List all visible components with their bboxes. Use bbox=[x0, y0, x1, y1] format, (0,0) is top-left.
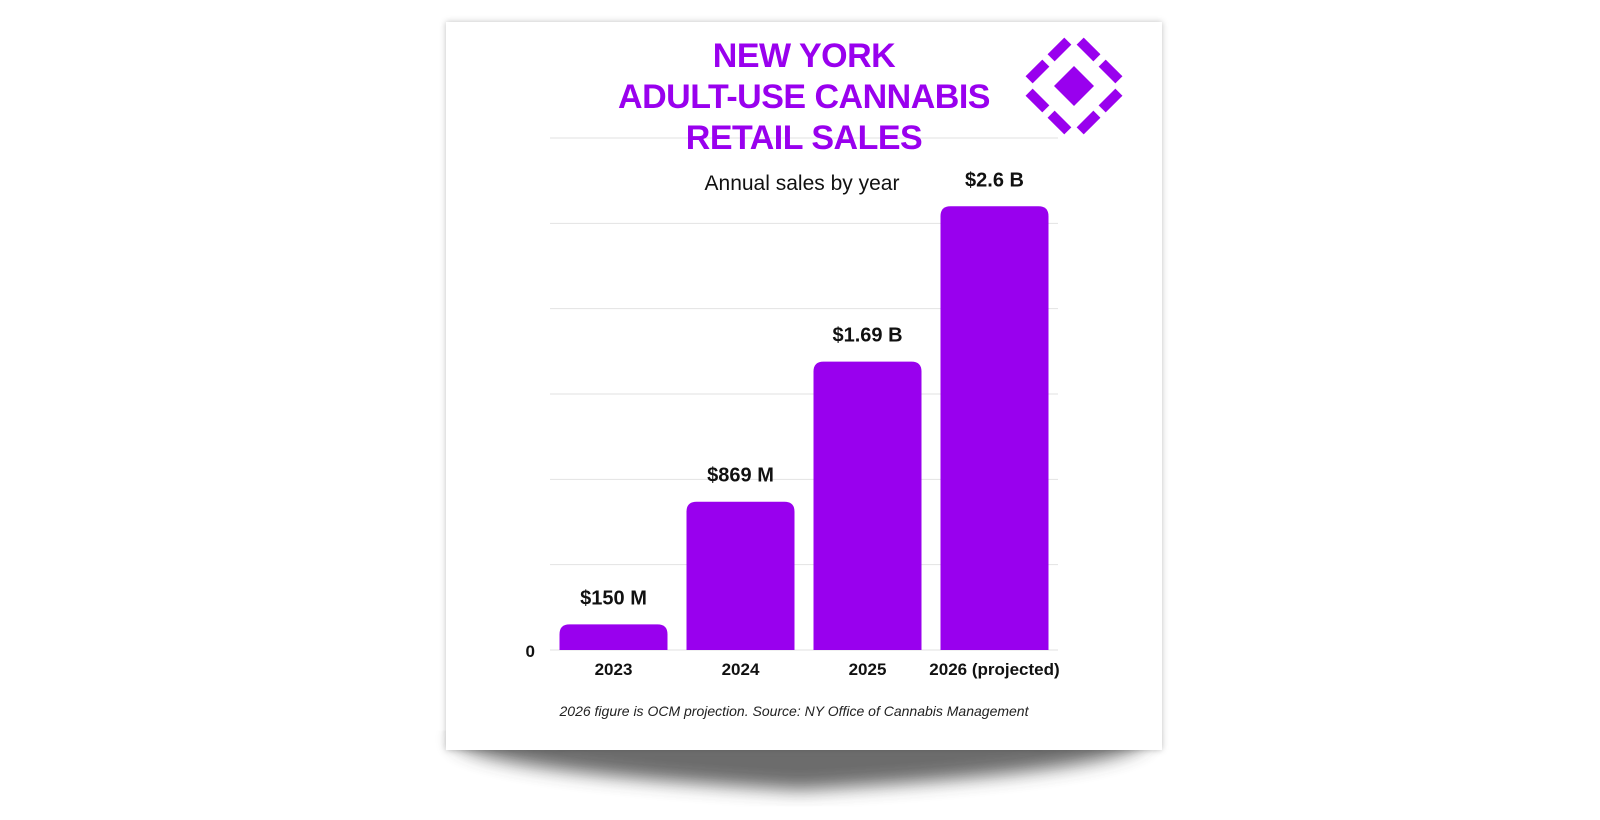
category-label-2026: 2026 (projected) bbox=[929, 660, 1059, 679]
category-label-2024: 2024 bbox=[722, 660, 760, 679]
logo-ring-segment bbox=[1025, 88, 1050, 113]
bar-2023 bbox=[559, 624, 668, 650]
bar-2025 bbox=[813, 361, 922, 650]
data-label-2024: $869 M bbox=[707, 465, 774, 487]
bar-2026 bbox=[940, 206, 1049, 650]
chart-title-line-2: ADULT-USE CANNABIS bbox=[618, 78, 990, 116]
chart-title-line-1: NEW YORK bbox=[712, 37, 896, 75]
data-label-2026: $2.6 B bbox=[965, 169, 1024, 191]
logo-ring-segment bbox=[1076, 37, 1101, 62]
chart-card: $150 M $869 M $1.69 B $2.6 B 2023 2024 2025 20… bbox=[446, 22, 1162, 750]
logo-center-diamond bbox=[1054, 66, 1094, 106]
chart-footnote: 2026 figure is OCM projection. Source: N… bbox=[559, 703, 1030, 719]
logo-ring-segment bbox=[1098, 59, 1123, 84]
logo-ring-segment bbox=[1025, 59, 1050, 84]
data-labels: $150 M $869 M $1.69 B $2.6 B bbox=[580, 169, 1024, 609]
bar-chart: $150 M$869 M$1.69 B$2.6 B 2023 2024 2025 20… bbox=[526, 37, 1123, 719]
bars bbox=[559, 206, 1049, 650]
data-label-2023: $150 M bbox=[580, 587, 647, 609]
logo-ring-segment bbox=[1098, 88, 1123, 113]
y-tick-label-zero: 0 bbox=[526, 642, 535, 661]
chart-subtitle: Annual sales by year bbox=[705, 172, 900, 195]
category-label-2025: 2025 bbox=[849, 660, 887, 679]
bar-2024 bbox=[686, 501, 795, 650]
category-label-2023: 2023 bbox=[595, 660, 633, 679]
data-label-2025: $1.69 B bbox=[832, 325, 902, 347]
category-labels: 2023 2024 2025 2026 (projected) bbox=[595, 660, 1060, 679]
diamond-grid-logo-icon bbox=[1025, 37, 1123, 135]
logo-ring-segment bbox=[1047, 110, 1072, 135]
chart-title-line-3: RETAIL SALES bbox=[685, 119, 923, 157]
logo-ring-segment bbox=[1047, 37, 1072, 62]
logo-ring-segment bbox=[1076, 110, 1101, 135]
